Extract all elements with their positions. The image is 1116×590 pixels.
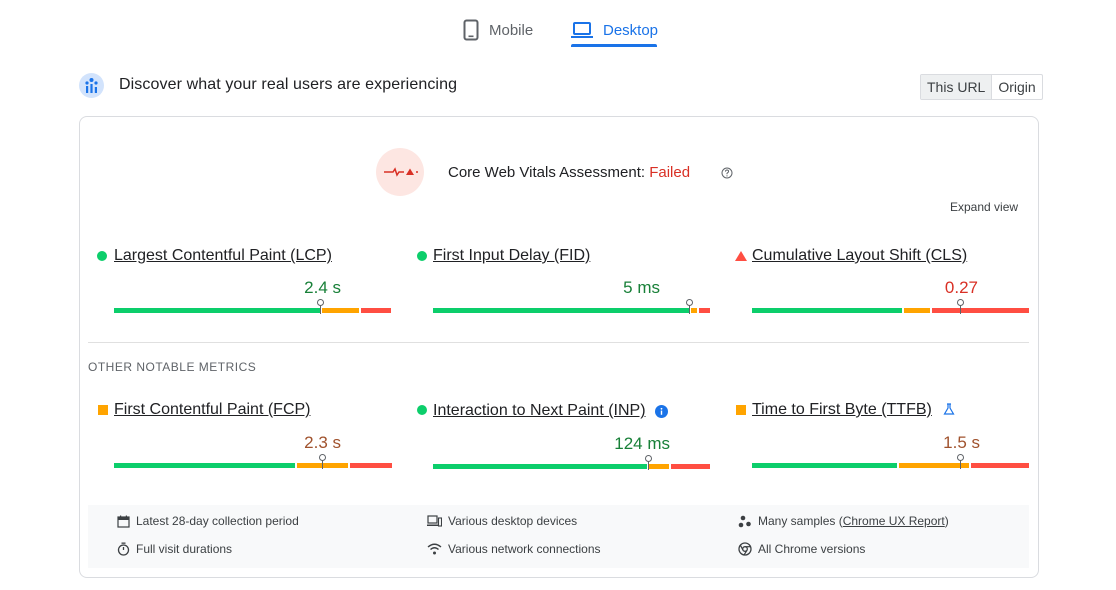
devices-icon: [427, 515, 442, 527]
laptop-icon: [571, 21, 593, 39]
data-details-footer: [88, 505, 1029, 568]
wifi-icon: [427, 543, 442, 555]
metric-lcp-value: 2.4 s: [304, 278, 341, 297]
metric-cls-name[interactable]: Cumulative Layout Shift (CLS): [752, 247, 968, 264]
good-segment: [433, 464, 647, 469]
page-title: Discover what your real users are experi…: [119, 76, 458, 93]
footer-network: Various network connections: [427, 542, 601, 556]
other-metrics-heading: OTHER NOTABLE METRICS: [88, 360, 257, 374]
footer-durations-text: Full visit durations: [136, 542, 233, 556]
url-origin-toggle: This URL Origin: [920, 74, 1043, 100]
tab-desktop-label: Desktop: [603, 21, 659, 39]
needs-improvement-segment: [899, 463, 969, 468]
footer-samples-text: Many samples (Chrome UX Report): [758, 514, 949, 528]
origin-button[interactable]: Origin: [998, 79, 1036, 95]
expand-view-link[interactable]: Expand view: [950, 200, 1019, 214]
calendar-icon: [117, 515, 130, 528]
this-url-button[interactable]: This URL: [921, 75, 993, 99]
assessment-title: Core Web Vitals Assessment: Failed: [448, 164, 690, 181]
needs-improvement-segment: [649, 464, 669, 469]
footer-chrome-text: All Chrome versions: [758, 542, 866, 556]
assessment-status-icon: [376, 148, 424, 196]
help-icon[interactable]: [721, 167, 733, 179]
metric-cls-value: 0.27: [944, 278, 978, 297]
samples-suffix: ): [944, 514, 949, 528]
tab-desktop[interactable]: Desktop: [571, 12, 658, 48]
metric-ttfb-name[interactable]: Time to First Byte (TTFB): [752, 401, 932, 418]
needs-improvement-indicator-icon: [736, 405, 746, 415]
metric-lcp-name[interactable]: Largest Contentful Paint (LCP): [114, 247, 332, 264]
distribution-bar-inp: [433, 455, 710, 470]
assessment-label: Core Web Vitals Assessment:: [448, 164, 650, 181]
distribution-bar-lcp: [114, 299, 391, 314]
needs-improvement-segment: [691, 308, 697, 313]
poor-segment: [350, 463, 392, 468]
info-icon[interactable]: [655, 405, 668, 418]
good-segment: [433, 308, 689, 313]
distribution-bar-ttfb: [752, 454, 1029, 469]
poor-segment: [361, 308, 391, 313]
needs-improvement-segment: [322, 308, 359, 313]
metric-inp-name[interactable]: Interaction to Next Paint (INP): [433, 402, 646, 419]
footer-durations: Full visit durations: [117, 542, 232, 556]
metric-ttfb-value: 1.5 s: [943, 433, 980, 452]
chrome-ux-report-link[interactable]: Chrome UX Report: [842, 514, 945, 528]
good-indicator-icon: [417, 405, 427, 415]
active-tab-indicator: [571, 44, 657, 47]
poor-segment: [932, 308, 1029, 313]
metric-inp-value: 124 ms: [614, 434, 670, 453]
metric-fcp-value: 2.3 s: [304, 433, 341, 452]
footer-collection-period: Latest 28-day collection period: [117, 514, 299, 528]
needs-improvement-indicator-icon: [98, 405, 108, 415]
good-segment: [114, 308, 320, 313]
good-indicator-icon: [97, 251, 107, 261]
people-icon: [738, 515, 752, 528]
tab-mobile-label: Mobile: [489, 21, 534, 39]
needs-improvement-segment: [904, 308, 930, 313]
footer-network-text: Various network connections: [448, 542, 601, 556]
poor-segment: [699, 308, 710, 313]
distribution-bar-fid: [433, 299, 710, 314]
metric-fid-value: 5 ms: [623, 278, 660, 297]
metric-fid-name[interactable]: First Input Delay (FID): [433, 247, 591, 264]
poor-segment: [971, 463, 1029, 468]
poor-segment: [671, 464, 710, 469]
distribution-bar-fcp: [114, 454, 392, 469]
samples-prefix: Many samples (: [758, 514, 843, 528]
distribution-bar-cls: [752, 299, 1029, 314]
poor-indicator-icon: [735, 251, 747, 261]
phone-icon: [463, 19, 479, 41]
footer-chrome-versions: All Chrome versions: [738, 542, 865, 556]
good-segment: [752, 308, 902, 313]
metric-fcp-name[interactable]: First Contentful Paint (FCP): [114, 401, 311, 418]
assessment-status: Failed: [649, 164, 691, 181]
footer-collection-text: Latest 28-day collection period: [136, 514, 299, 528]
tab-mobile[interactable]: Mobile: [463, 12, 533, 48]
good-indicator-icon: [417, 251, 427, 261]
footer-devices: Various desktop devices: [427, 514, 577, 528]
good-segment: [114, 463, 295, 468]
section-divider: [88, 342, 1029, 343]
experimental-flask-icon: [943, 403, 955, 415]
footer-samples: Many samples (Chrome UX Report): [738, 514, 949, 528]
footer-devices-text: Various desktop devices: [448, 514, 578, 528]
timer-icon: [117, 542, 130, 556]
good-segment: [752, 463, 897, 468]
field-data-icon: [79, 73, 104, 98]
field-data-card: [79, 116, 1039, 578]
chrome-icon: [738, 542, 752, 556]
